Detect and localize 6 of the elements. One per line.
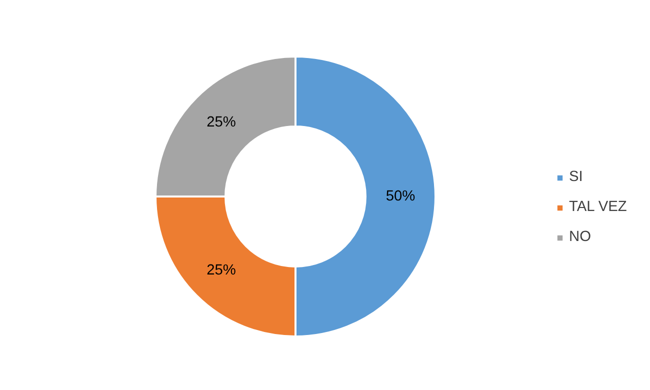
legend-label: NO [569, 229, 591, 245]
data-label: 25% [206, 262, 236, 279]
legend-label: TAL VEZ [569, 199, 627, 215]
data-label: 50% [386, 188, 416, 204]
data-label: 25% [206, 114, 236, 130]
legend-label: SI [569, 169, 584, 185]
